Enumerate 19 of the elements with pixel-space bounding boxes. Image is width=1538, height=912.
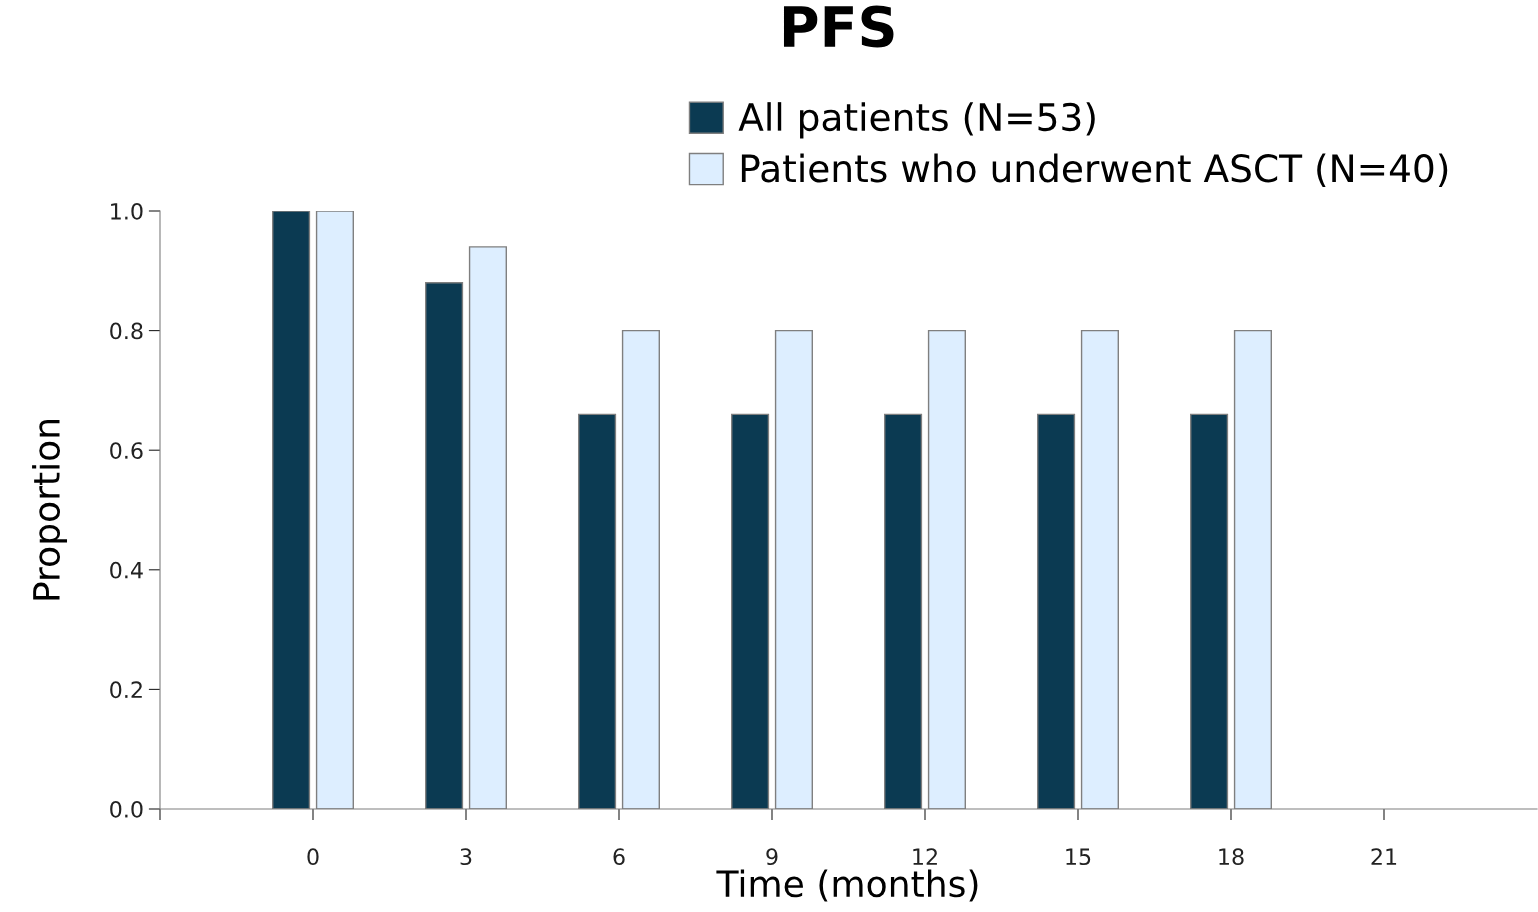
x-tick-label: 6: [613, 848, 625, 866]
x-tick-label: 18: [1219, 848, 1244, 866]
x-tick-label: 15: [1066, 848, 1091, 866]
x-tick-label: 0: [307, 848, 319, 866]
y-tick-label: 0.0: [110, 800, 143, 818]
x-tick-label: 3: [460, 848, 472, 866]
x-tick-label: 9: [766, 848, 778, 866]
x-tick-label: 21: [1371, 848, 1397, 865]
chart-title: PFS: [783, 5, 894, 48]
y-tick-label: 1.0: [111, 202, 143, 220]
y-tick-label: 0.8: [110, 322, 143, 340]
x-tick-label: 12: [913, 848, 937, 865]
y-tick-label: 0.4: [110, 561, 143, 579]
y-tick-label: 0.6: [110, 442, 143, 459]
legend-label: All patients (N=53): [738, 102, 1095, 139]
y-axis-title: Proportion: [32, 419, 68, 600]
y-tick-label: 0.2: [110, 681, 142, 699]
x-axis-title: Time (months): [716, 869, 978, 902]
legend-label: Patients who underwent ASCT (N=40): [741, 153, 1448, 187]
